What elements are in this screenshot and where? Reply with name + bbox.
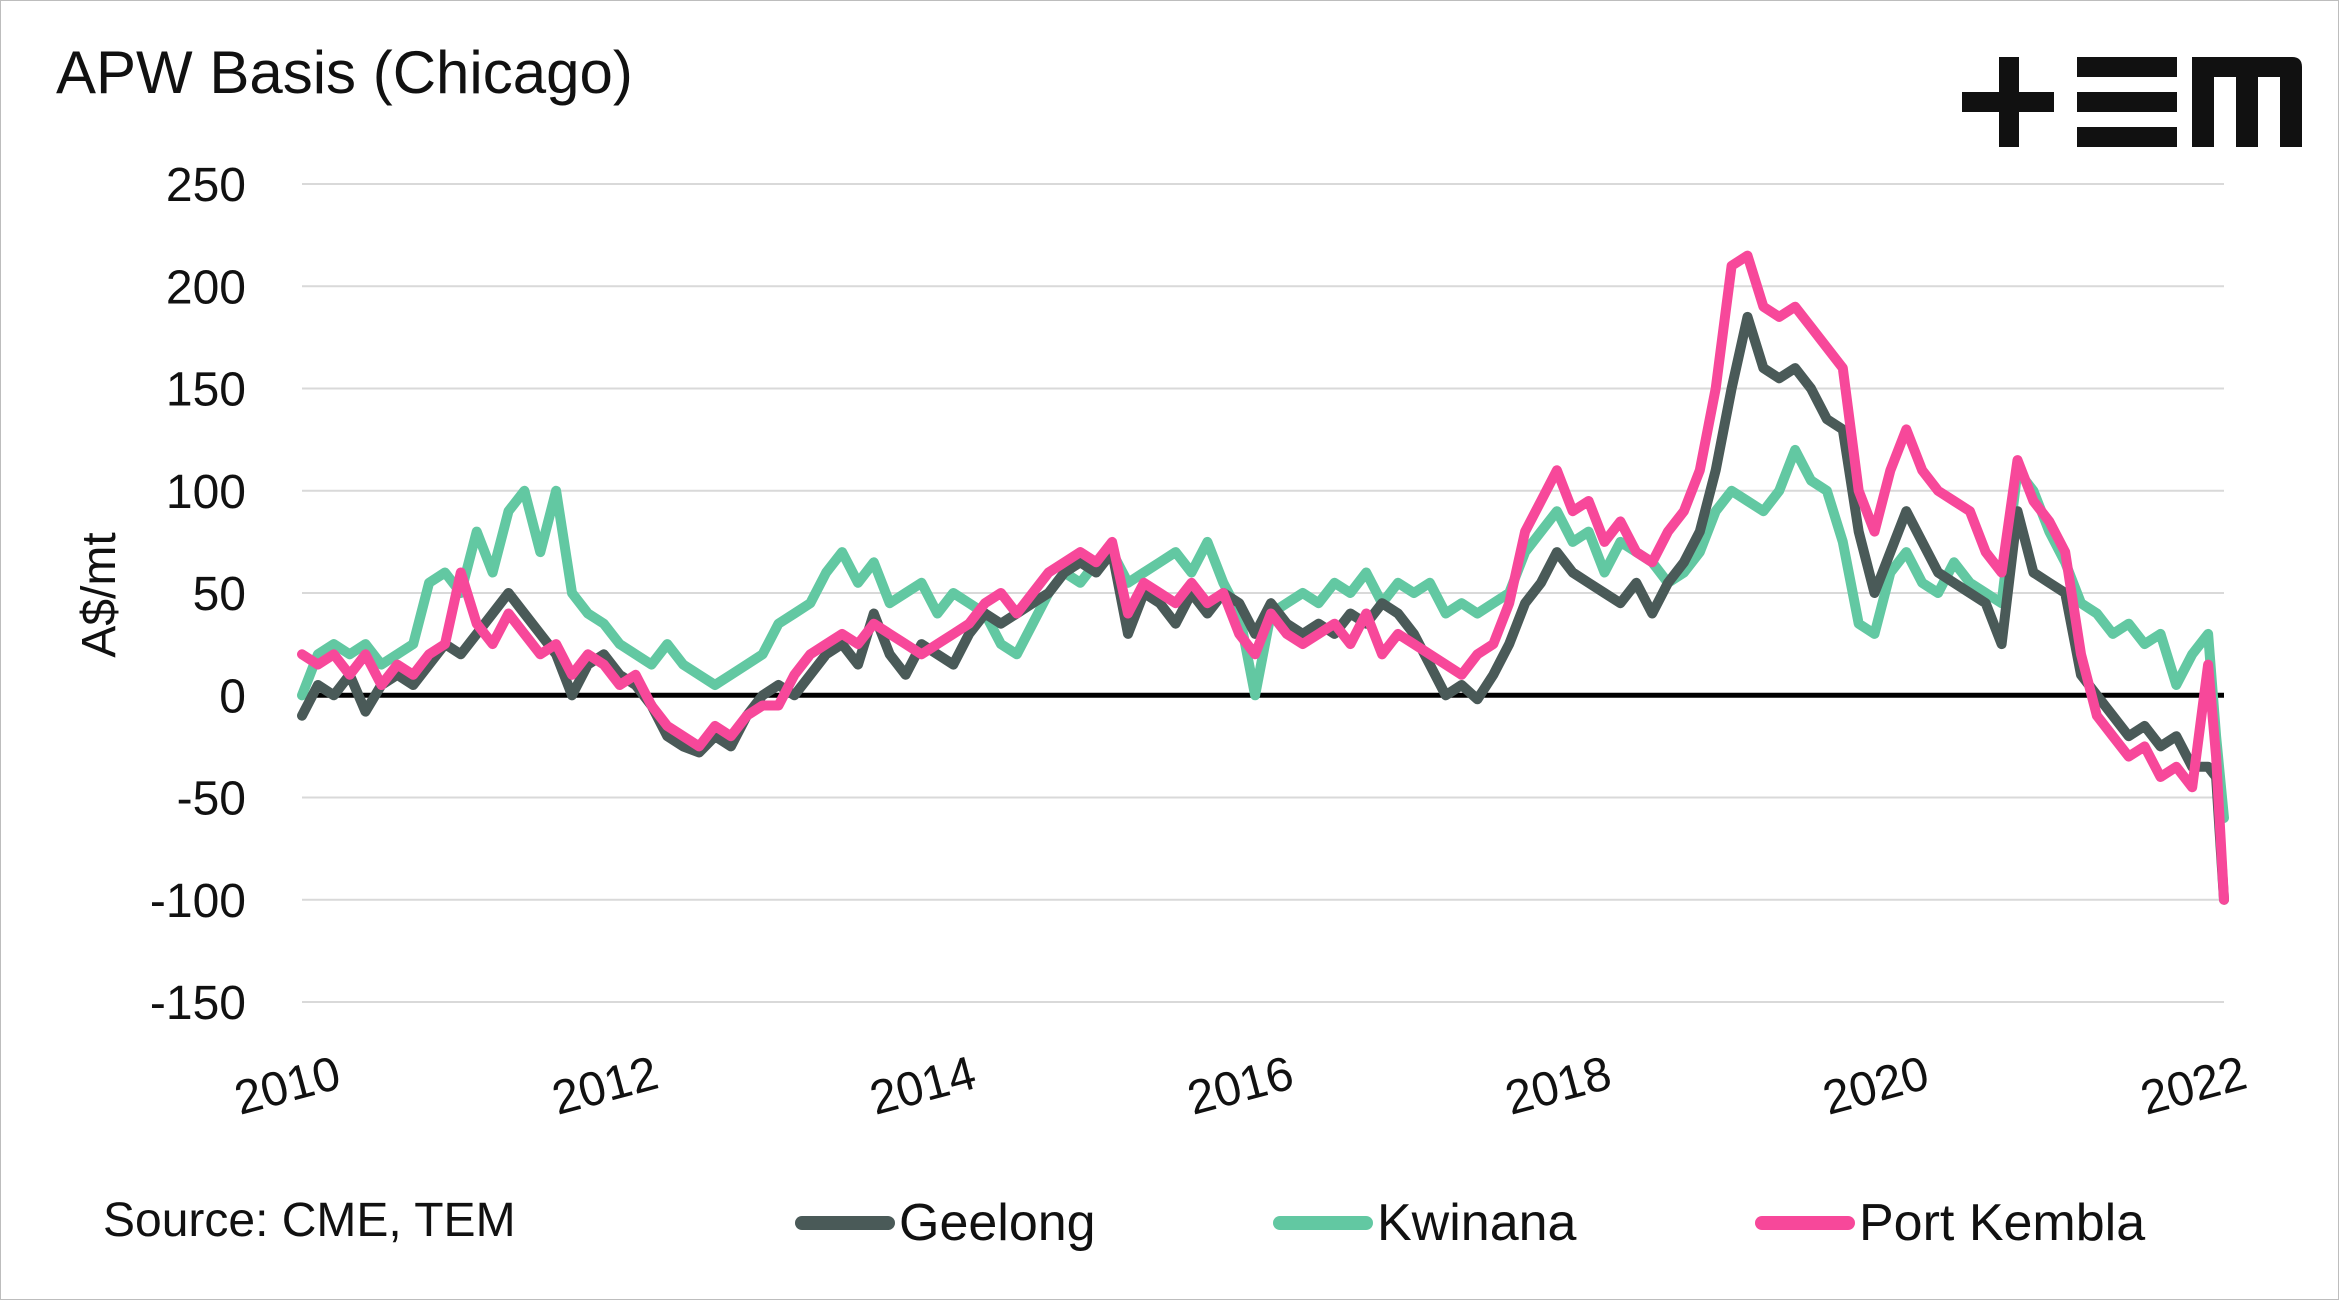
y-tick-labels: 250 200 150 100 50 0 -50 -100 -150	[150, 159, 246, 1030]
y-tick-label: -100	[150, 875, 246, 928]
series-line-geelong	[297, 311, 2229, 905]
x-tick-label: 2014	[865, 1047, 982, 1126]
series-lines	[297, 250, 2229, 905]
source-note: Source: CME, TEM	[103, 1194, 516, 1247]
y-tick-label: 50	[193, 568, 246, 621]
legend-item-geelong: Geelong	[795, 1193, 1096, 1253]
legend-label-geelong: Geelong	[899, 1194, 1096, 1252]
legend-item-port-kembla: Port Kembla	[1755, 1193, 2145, 1253]
legend-swatch-kwinana	[1273, 1216, 1373, 1230]
x-tick-label: 2022	[2135, 1047, 2252, 1126]
y-tick-label: 100	[166, 466, 246, 519]
y-tick-label: -50	[177, 773, 246, 826]
y-tick-label: 250	[166, 159, 246, 212]
x-tick-label: 2016	[1182, 1047, 1299, 1126]
series-line-port-kembla	[297, 250, 2229, 905]
legend-swatch-port-kembla	[1755, 1216, 1855, 1230]
legend-swatch-geelong	[795, 1216, 895, 1230]
tem-logo	[1962, 57, 2302, 147]
y-tick-label: 200	[166, 261, 246, 314]
x-tick-labels: 2010 2012 2014 2016 2018 2020 2022	[229, 1047, 2252, 1126]
y-axis-title: A$/mt	[73, 532, 126, 657]
legend-item-kwinana: Kwinana	[1273, 1193, 1576, 1253]
y-tick-label: 0	[219, 670, 246, 723]
y-tick-label: 150	[166, 364, 246, 417]
x-tick-label: 2020	[1818, 1047, 1935, 1126]
x-tick-label: 2010	[229, 1047, 346, 1126]
x-tick-label: 2012	[547, 1047, 664, 1126]
chart-title: APW Basis (Chicago)	[56, 39, 633, 106]
gridlines	[302, 183, 2224, 1003]
legend-label-port-kembla: Port Kembla	[1859, 1194, 2146, 1252]
x-tick-label: 2018	[1500, 1047, 1617, 1126]
legend-label-kwinana: Kwinana	[1377, 1194, 1577, 1252]
y-tick-label: -150	[150, 977, 246, 1030]
